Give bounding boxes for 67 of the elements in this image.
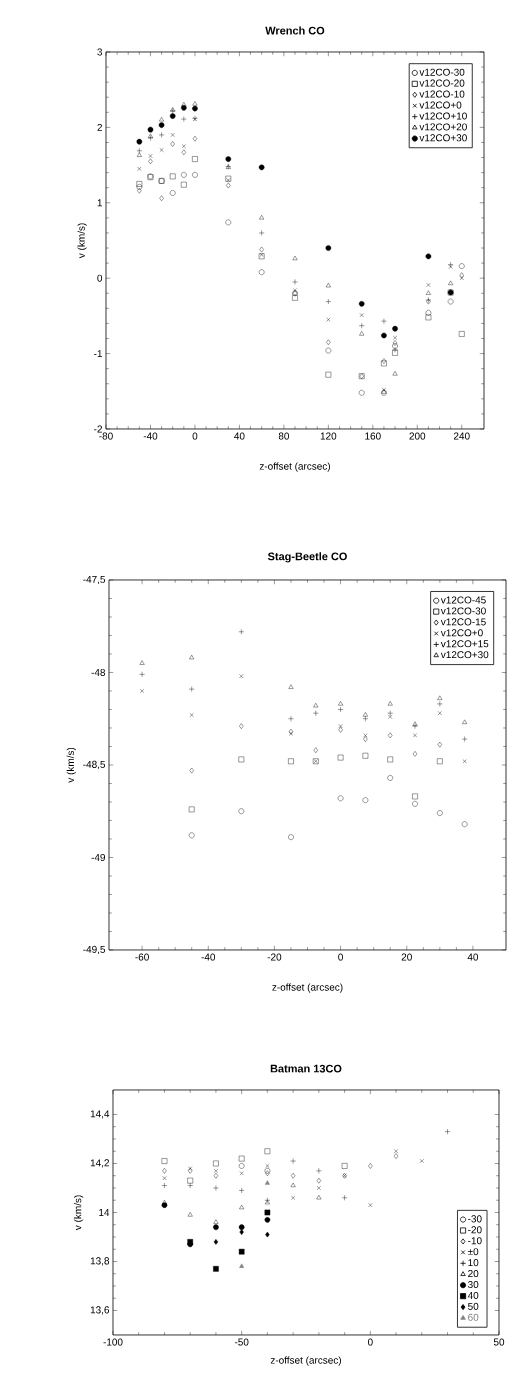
x-tick-label: 200: [409, 432, 426, 440]
x-tick-label: 120: [320, 432, 337, 440]
x-axis-title: z-offset (arcsec): [270, 1356, 341, 1366]
y-tick-label: 0: [97, 274, 103, 282]
x-tick-label: 0: [338, 953, 343, 961]
x-tick-label: 40: [234, 432, 245, 440]
legend-label: v12CO-10: [419, 90, 465, 98]
x-tick-label: 50: [493, 1338, 505, 1346]
y-tick-label: 2: [97, 123, 102, 131]
legend-label: -20: [468, 1226, 482, 1234]
y-tick-label: -49: [91, 853, 106, 862]
x-tick-label: 0: [192, 432, 198, 440]
x-tick-label: 160: [365, 432, 381, 440]
y-tick-label: 14: [99, 1209, 110, 1216]
legend-label: v12CO+20: [419, 123, 467, 131]
legend-label: v12CO+0: [440, 629, 483, 637]
chart-title: Wrench CO: [265, 26, 325, 35]
y-tick-label: 1: [97, 199, 102, 207]
legend-label: v12CO-20: [419, 79, 465, 87]
legend-label: 50: [468, 1302, 479, 1310]
x-axis-title: z-offset (arcsec): [272, 983, 343, 993]
y-tick-label: -2: [94, 425, 102, 433]
y-axis-title: v (km/s): [66, 747, 76, 783]
legend-label: v12CO+0: [419, 101, 462, 109]
y-tick-label: -48: [91, 668, 106, 677]
x-tick-label: -50: [234, 1338, 249, 1346]
y-tick-label: -48,5: [83, 760, 106, 770]
y-tick-label: -1: [94, 350, 102, 358]
x-tick-label: 80: [278, 432, 290, 440]
y-tick-label: -47,5: [83, 575, 106, 585]
y-tick-label: 3: [97, 48, 103, 56]
y-tick-label: 13,8: [90, 1257, 110, 1266]
x-tick-label: -20: [267, 953, 282, 961]
x-tick-label: 40: [467, 953, 479, 961]
x-tick-label: 0: [367, 1338, 373, 1346]
x-axis-title: z-offset (arcsec): [259, 462, 330, 472]
x-tick-label: -60: [135, 953, 149, 961]
y-axis-title: v (km/s): [77, 223, 87, 259]
legend-label: -30: [468, 1215, 482, 1223]
y-tick-label: 13,6: [90, 1306, 110, 1315]
legend-label: ±0: [467, 1248, 479, 1256]
y-tick-label: 14,4: [90, 1110, 110, 1119]
legend-label: v12CO-45: [440, 596, 486, 604]
y-tick-label: 14,2: [90, 1159, 109, 1168]
x-tick-label: -40: [201, 953, 216, 961]
x-tick-label: 240: [453, 432, 470, 440]
y-axis-title: v (km/s): [73, 1195, 84, 1231]
y-tick-label: -49,5: [83, 945, 106, 955]
legend-label: -10: [468, 1237, 482, 1245]
legend-label: 20: [468, 1270, 479, 1278]
x-tick-label: -80: [99, 432, 113, 440]
legend-label: v12CO+10: [419, 112, 467, 120]
x-tick-label: -40: [143, 432, 158, 440]
legend-label: v12CO+30: [419, 134, 467, 142]
x-tick-label: -100: [103, 1338, 123, 1346]
legend-label: 30: [468, 1280, 479, 1289]
legend-label: 40: [467, 1291, 479, 1299]
legend-label: v12CO-30: [440, 607, 486, 615]
x-tick-label: 20: [401, 953, 412, 961]
legend-label: v12CO+15: [440, 640, 489, 648]
chart-title: Stag-Beetle CO: [267, 552, 347, 563]
legend-label: v12CO-30: [419, 68, 465, 76]
chart-title: Batman 13CO: [270, 1064, 342, 1073]
legend-label: v12CO-15: [440, 618, 486, 626]
legend-label: 60: [468, 1313, 479, 1321]
legend-label: 10: [468, 1259, 479, 1267]
legend-label: v12CO+30: [440, 651, 489, 659]
